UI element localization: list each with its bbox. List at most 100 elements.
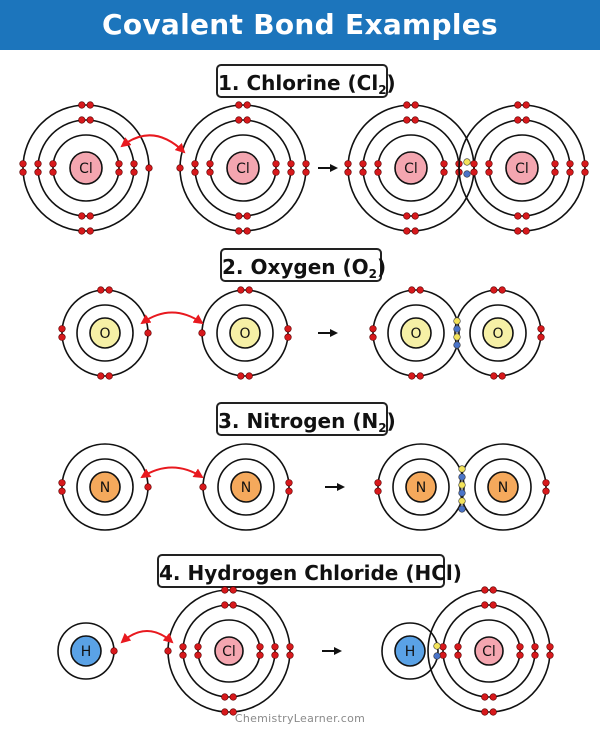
electron-shell xyxy=(194,119,292,217)
electron xyxy=(229,601,237,609)
electron xyxy=(245,372,253,380)
electron xyxy=(374,487,382,495)
electron xyxy=(531,643,539,651)
hydrogen-symbol: H xyxy=(81,644,92,660)
electron xyxy=(302,160,310,168)
electron xyxy=(489,586,497,594)
electron xyxy=(411,101,419,109)
electron-shell xyxy=(381,622,439,680)
electron xyxy=(344,160,352,168)
electron xyxy=(542,487,550,495)
electron xyxy=(490,372,498,380)
electron xyxy=(130,160,138,168)
electron xyxy=(470,168,478,176)
formula: (N2) xyxy=(352,409,396,435)
chlorine-nucleus xyxy=(214,636,244,666)
electron xyxy=(130,168,138,176)
electron xyxy=(86,116,94,124)
electron xyxy=(221,708,229,716)
electron xyxy=(272,160,280,168)
electron xyxy=(86,212,94,220)
electron xyxy=(489,601,497,609)
electron xyxy=(403,227,411,235)
electron-shell xyxy=(52,134,120,202)
electron xyxy=(145,164,153,172)
electron xyxy=(439,643,447,651)
electron xyxy=(78,212,86,220)
electron xyxy=(272,168,280,176)
section-name: Chlorine xyxy=(246,71,341,95)
electron xyxy=(144,329,152,337)
electron xyxy=(440,160,448,168)
electron xyxy=(235,116,243,124)
section-label-chlorine: 1. Chlorine (Cl2) xyxy=(216,64,396,98)
shared-electron xyxy=(453,325,461,333)
electron xyxy=(271,643,279,651)
electron-shell xyxy=(197,619,261,683)
electron xyxy=(537,333,545,341)
electron xyxy=(221,601,229,609)
electron xyxy=(86,227,94,235)
hydrogen-nucleus xyxy=(394,635,426,667)
shared-electron xyxy=(433,642,441,650)
electron xyxy=(485,168,493,176)
section-name: Hydrogen Chloride xyxy=(187,561,399,585)
hydrogen-symbol: H xyxy=(405,644,416,660)
electron xyxy=(374,168,382,176)
electron xyxy=(271,651,279,659)
electron xyxy=(237,286,245,294)
formula: (HCl) xyxy=(405,561,462,585)
reaction-arrow-head xyxy=(337,483,345,491)
electron xyxy=(374,479,382,487)
reaction-arrow-head xyxy=(334,647,342,655)
chlorine-symbol: Cl xyxy=(515,161,529,177)
electron-shell xyxy=(457,619,521,683)
nitrogen-nucleus xyxy=(230,471,262,503)
shared-electron xyxy=(463,158,471,166)
section-label-hydrogen-chloride: 4. Hydrogen Chloride (HCl) xyxy=(157,554,462,588)
electron xyxy=(470,160,478,168)
chlorine-symbol: Cl xyxy=(79,161,93,177)
electron xyxy=(490,286,498,294)
electron xyxy=(369,333,377,341)
electron xyxy=(439,651,447,659)
chlorine-symbol: Cl xyxy=(222,644,236,660)
chlorine-symbol: Cl xyxy=(236,161,250,177)
electron xyxy=(179,651,187,659)
electron xyxy=(408,372,416,380)
electron xyxy=(408,286,416,294)
electron xyxy=(194,651,202,659)
electron xyxy=(287,168,295,176)
electron xyxy=(34,168,42,176)
electron xyxy=(58,479,66,487)
electron xyxy=(302,168,310,176)
electron xyxy=(542,479,550,487)
nitrogen-symbol: N xyxy=(100,480,110,496)
electron xyxy=(485,160,493,168)
electron-shell xyxy=(217,458,275,516)
electron xyxy=(284,325,292,333)
electron xyxy=(403,212,411,220)
nitrogen-nucleus xyxy=(89,471,121,503)
electron xyxy=(115,160,123,168)
electron xyxy=(287,160,295,168)
electron xyxy=(546,651,554,659)
electron-shell xyxy=(474,458,532,516)
electron xyxy=(481,586,489,594)
electron xyxy=(78,116,86,124)
electron xyxy=(416,372,424,380)
section-number: 1. xyxy=(218,71,240,95)
electron-shell xyxy=(387,304,445,362)
electron xyxy=(115,168,123,176)
electron-shell xyxy=(442,604,536,698)
electron-shell xyxy=(209,134,277,202)
electron xyxy=(481,693,489,701)
shared-electron xyxy=(458,489,466,497)
electron xyxy=(19,160,27,168)
electron xyxy=(514,212,522,220)
electron xyxy=(537,325,545,333)
electron xyxy=(191,168,199,176)
electron-shell xyxy=(372,289,460,377)
nitrogen-symbol: N xyxy=(498,480,508,496)
electron xyxy=(191,160,199,168)
